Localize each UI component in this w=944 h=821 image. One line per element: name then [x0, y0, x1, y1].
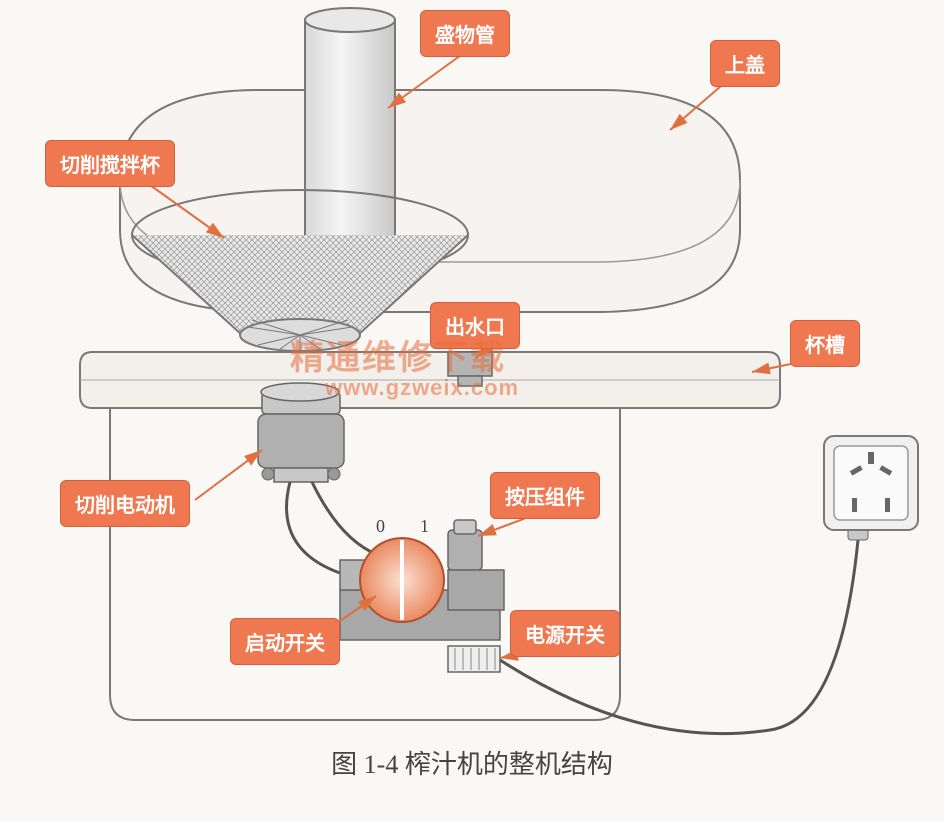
label-outlet: 出水口	[430, 302, 520, 349]
wall-socket	[824, 436, 918, 530]
page: 0 1	[0, 0, 944, 821]
cutting-motor	[258, 383, 344, 482]
label-cup-slot: 杯槽	[790, 320, 860, 367]
label-cut-motor: 切削电动机	[60, 480, 190, 527]
juicer-diagram: 0 1	[0, 0, 944, 821]
switch-zero: 0	[376, 516, 385, 536]
label-start-sw: 启动开关	[230, 618, 340, 665]
power-switch[interactable]	[448, 646, 500, 672]
switch-one: 1	[420, 516, 429, 536]
cup-slot	[80, 352, 780, 408]
label-press-asm: 按压组件	[490, 472, 600, 519]
label-top-cover: 上盖	[710, 40, 780, 87]
label-feed-tube: 盛物管	[420, 10, 510, 57]
feed-tube	[305, 8, 395, 240]
figure-caption: 图 1-4 榨汁机的整机结构	[0, 744, 944, 781]
label-power-sw: 电源开关	[510, 610, 620, 657]
label-mixing-cup: 切削搅拌杯	[45, 140, 175, 187]
